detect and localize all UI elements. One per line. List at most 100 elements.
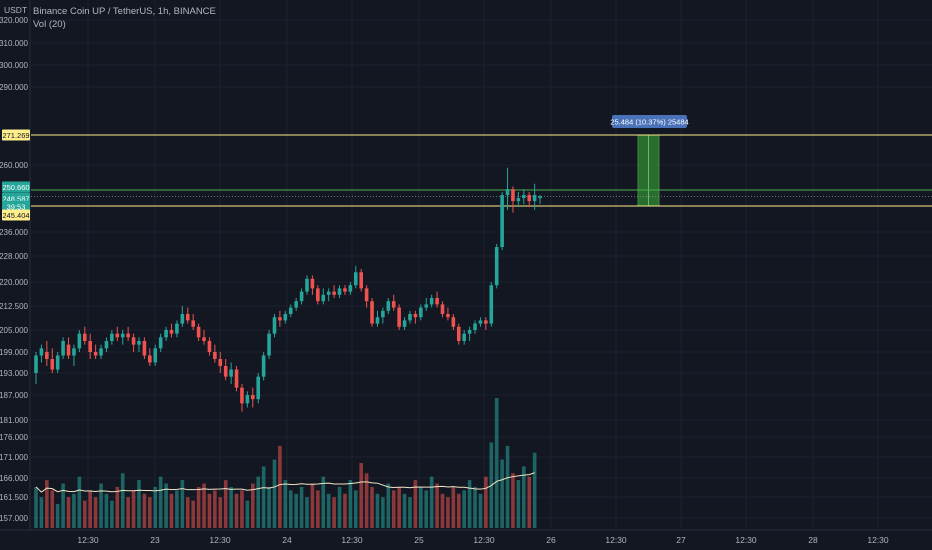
candle-body[interactable] (494, 247, 499, 286)
candle-body[interactable] (278, 317, 282, 321)
volume-bar (288, 490, 293, 528)
candle-body[interactable] (251, 395, 255, 400)
candle-body[interactable] (440, 304, 445, 314)
candle-body[interactable] (245, 395, 250, 404)
candle-body[interactable] (82, 333, 87, 341)
candle-body[interactable] (456, 326, 461, 341)
volume-indicator-label[interactable]: Vol (20) (33, 19, 66, 30)
candle-body[interactable] (99, 348, 103, 356)
candle-body[interactable] (397, 307, 401, 327)
symbol-title[interactable]: Binance Coin UP / TetherUS, 1h, BINANCE (33, 6, 216, 17)
candle-body[interactable] (364, 288, 369, 302)
candle-body[interactable] (429, 298, 434, 305)
candle-body[interactable] (386, 301, 391, 311)
candle-body[interactable] (391, 301, 396, 308)
candle-body[interactable] (332, 291, 336, 295)
candle-body[interactable] (110, 333, 114, 341)
candle-body[interactable] (359, 272, 363, 289)
candle-body[interactable] (93, 352, 98, 356)
candle-body[interactable] (353, 272, 358, 286)
candle-body[interactable] (169, 330, 174, 334)
candle-body[interactable] (126, 333, 130, 338)
candle-body[interactable] (310, 278, 315, 289)
candle-body[interactable] (413, 314, 418, 318)
candle-body[interactable] (191, 320, 195, 327)
candle-body[interactable] (337, 288, 342, 295)
candle-body[interactable] (148, 355, 152, 363)
candle-body[interactable] (299, 291, 304, 302)
candle-body[interactable] (131, 337, 136, 345)
candle-body[interactable] (104, 341, 109, 349)
candle-body[interactable] (446, 314, 450, 318)
candle-body[interactable] (467, 330, 472, 334)
candle-body[interactable] (229, 369, 233, 377)
candle-body[interactable] (527, 195, 532, 202)
candle-body[interactable] (261, 355, 266, 377)
candle-body[interactable] (175, 323, 179, 334)
candle-body[interactable] (61, 341, 65, 356)
candle-body[interactable] (522, 195, 526, 199)
candle-body[interactable] (375, 317, 380, 324)
candle-body[interactable] (484, 320, 488, 324)
candle-body[interactable] (326, 291, 331, 295)
candle-body[interactable] (272, 317, 277, 334)
candle-body[interactable] (348, 285, 353, 292)
candle-body[interactable] (505, 189, 510, 196)
candle-body[interactable] (305, 278, 309, 292)
candle-body[interactable] (158, 337, 163, 349)
candle-body[interactable] (153, 348, 158, 363)
candle-body[interactable] (343, 288, 347, 292)
candle-body[interactable] (511, 189, 515, 202)
candle-body[interactable] (538, 196, 542, 199)
candle-body[interactable] (72, 348, 76, 356)
candle-body[interactable] (137, 341, 141, 345)
candle-body[interactable] (321, 294, 326, 302)
candle-body[interactable] (478, 320, 483, 324)
candle-body[interactable] (419, 307, 423, 318)
candle-body[interactable] (408, 314, 412, 321)
candle-body[interactable] (500, 195, 504, 247)
candle-body[interactable] (316, 288, 320, 302)
candle-body[interactable] (34, 355, 38, 374)
candle-body[interactable] (283, 314, 288, 321)
candle-body[interactable] (207, 341, 212, 352)
candle-body[interactable] (402, 320, 407, 327)
candle-body[interactable] (451, 317, 456, 327)
candle-body[interactable] (516, 198, 521, 202)
candle-body[interactable] (240, 387, 244, 404)
candle-body[interactable] (180, 314, 185, 324)
candle-body[interactable] (532, 195, 537, 202)
candle-body[interactable] (88, 341, 92, 352)
candle-body[interactable] (77, 333, 82, 349)
candle-body[interactable] (435, 298, 439, 305)
candle-body[interactable] (115, 333, 120, 338)
candle-body[interactable] (424, 304, 429, 308)
volume-bar (440, 493, 445, 528)
candle-body[interactable] (196, 326, 201, 338)
candle-body[interactable] (256, 376, 261, 400)
candle-body[interactable] (213, 352, 217, 359)
candle-body[interactable] (66, 344, 71, 356)
candle-body[interactable] (185, 314, 190, 321)
candle-body[interactable] (489, 285, 494, 324)
candle-body[interactable] (473, 323, 477, 330)
candle-body[interactable] (267, 333, 271, 356)
candle-body[interactable] (202, 337, 206, 341)
candle-body[interactable] (142, 341, 147, 356)
candle-body[interactable] (45, 352, 49, 359)
candle-body[interactable] (50, 359, 55, 370)
candle-body[interactable] (381, 310, 385, 318)
candle-body[interactable] (218, 359, 223, 366)
candle-body[interactable] (234, 369, 239, 388)
candle-body[interactable] (370, 301, 374, 324)
candle-body[interactable] (39, 348, 44, 356)
volume-bar (82, 500, 87, 528)
candle-body[interactable] (462, 333, 466, 341)
candle-body[interactable] (120, 333, 125, 338)
candle-body[interactable] (55, 355, 60, 370)
candle-body[interactable] (164, 330, 168, 338)
candle-body[interactable] (294, 301, 298, 308)
candle-body[interactable] (288, 307, 293, 314)
candle-body[interactable] (223, 366, 228, 377)
